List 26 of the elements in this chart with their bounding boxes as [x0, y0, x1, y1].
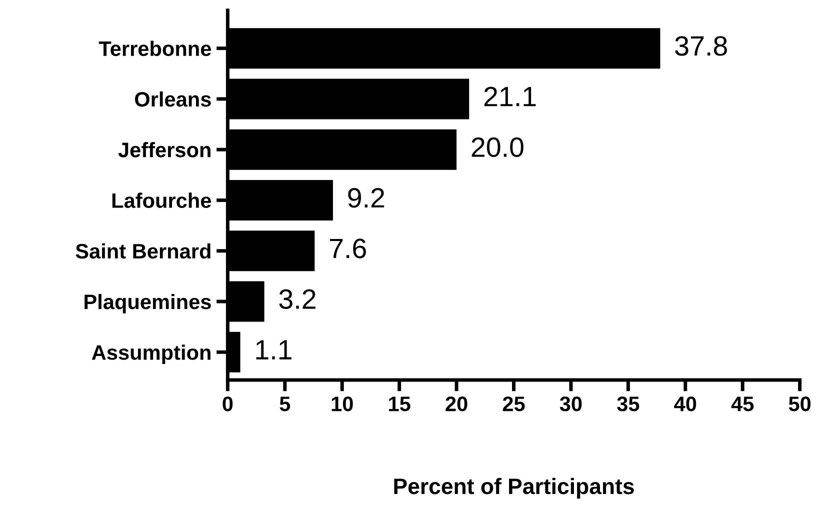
x-axis-title: Percent of Participants	[394, 478, 634, 499]
x-tick-label: 0	[222, 396, 233, 412]
y-tick-label: Orleans	[134, 91, 211, 107]
data-label: 9.2	[348, 188, 384, 208]
y-tick-label: Assumption	[92, 344, 210, 364]
x-tick-label: 25	[502, 396, 525, 412]
y-tick-label: Terrebonne	[98, 40, 212, 56]
y-tick-label: Plaquemines	[84, 294, 211, 314]
x-tick-label: 45	[731, 396, 754, 412]
x-tick-label: 10	[332, 396, 353, 412]
data-label: 37.8	[675, 36, 727, 56]
y-tick-label: Lafourche	[112, 192, 212, 208]
data-label: 1.1	[256, 340, 292, 360]
y-tick-label: Saint Bernard	[76, 243, 210, 259]
data-label: 21.1	[484, 86, 536, 106]
x-tick-label: 35	[617, 396, 640, 412]
x-tick-label: 15	[389, 396, 410, 412]
y-tick-label: Jefferson	[118, 142, 210, 158]
x-tick-label: 50	[788, 396, 811, 412]
data-label: 7.6	[330, 238, 366, 258]
data-label: 3.2	[279, 289, 316, 309]
x-tick-label: 20	[446, 396, 468, 412]
x-tick-label: 5	[280, 396, 290, 412]
x-tick-label: 40	[674, 396, 696, 412]
x-tick-label: 30	[560, 396, 582, 412]
data-label: 20.0	[472, 137, 524, 158]
